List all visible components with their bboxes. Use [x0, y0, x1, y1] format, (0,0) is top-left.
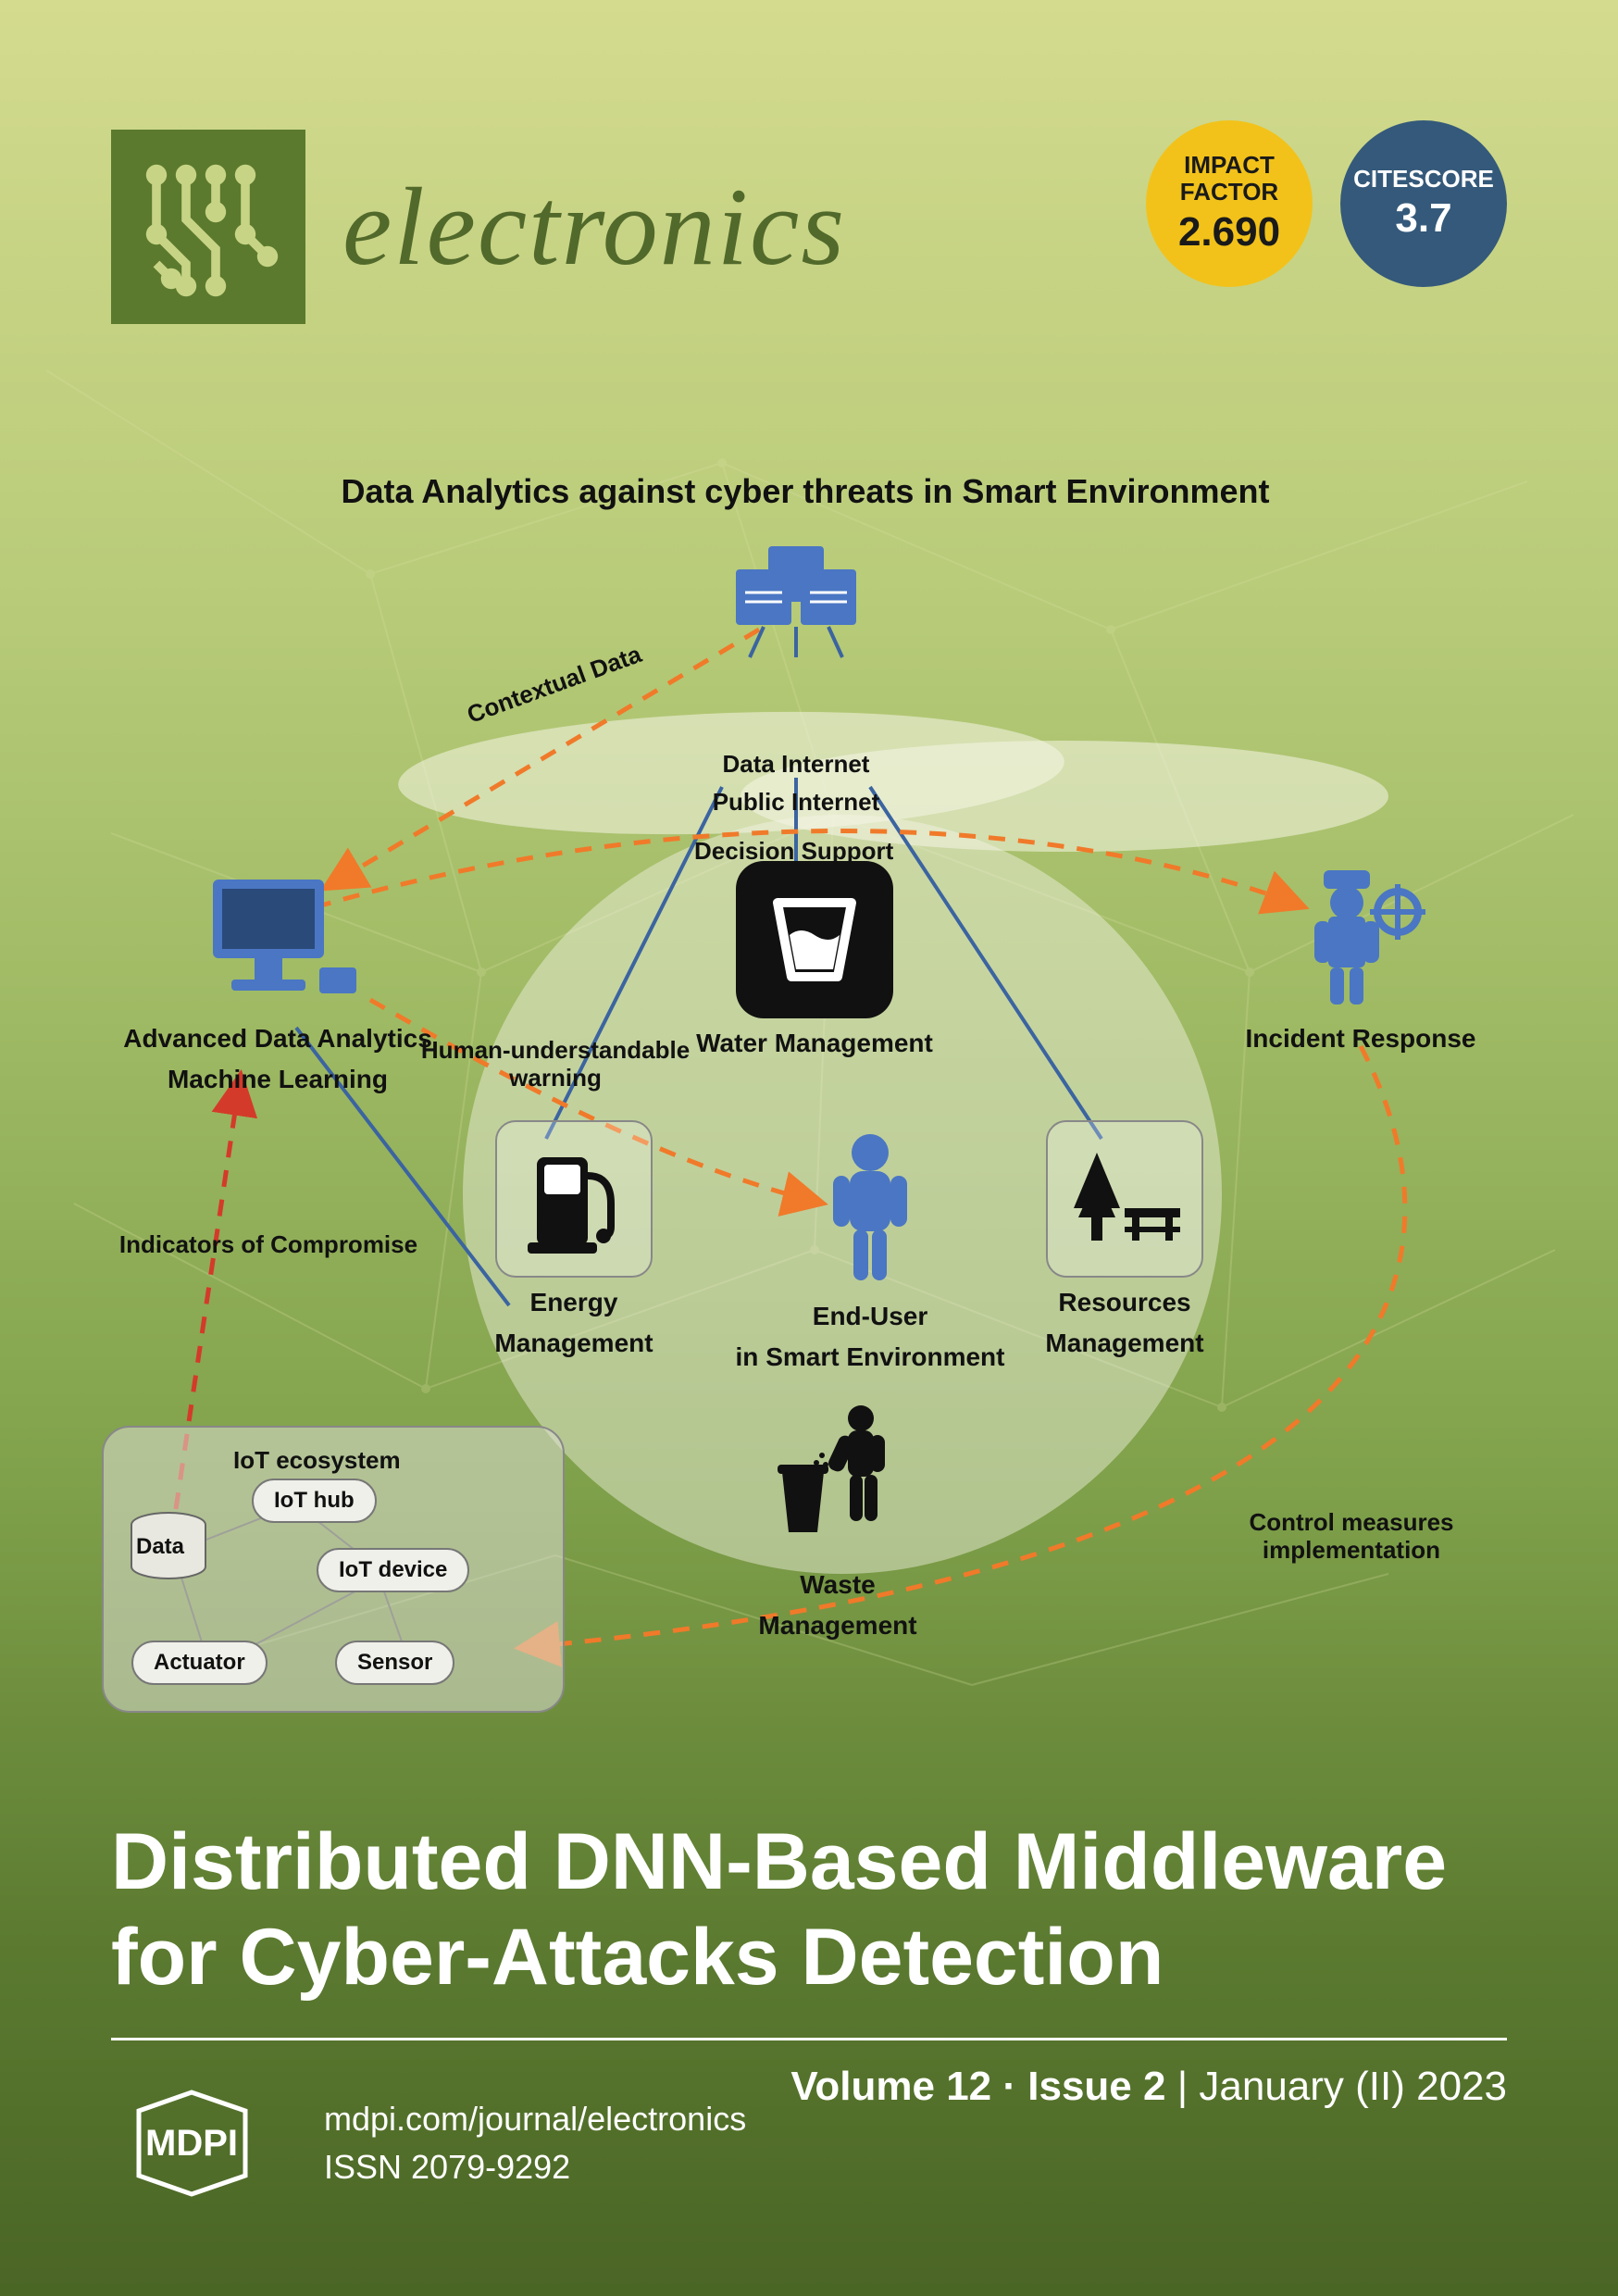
impact-label-2: FACTOR [1180, 179, 1278, 206]
edge-decision: Decision Support [694, 838, 893, 866]
incident-icon [1291, 861, 1430, 1009]
svg-text:MDPI: MDPI [145, 2123, 238, 2164]
incident-label: Incident Response [1231, 1023, 1490, 1054]
edge-human: Human-understandable warning [407, 1037, 703, 1092]
iot-ecosystem-box: IoT ecosystem Data IoT hub IoT device Ac… [102, 1426, 565, 1713]
waste-label-1: Waste [722, 1569, 953, 1601]
node-water: Water Management [685, 861, 944, 1059]
title-block: Distributed DNN-Based Middleware for Cyb… [111, 1815, 1507, 2110]
journal-name: electronics [342, 163, 846, 291]
footer: MDPI mdpi.com/journal/electronics ISSN 2… [111, 2083, 746, 2203]
cloud-labels: Data Internet Public Internet [629, 741, 963, 817]
impact-value: 2.690 [1178, 209, 1280, 256]
iot-title: IoT ecosystem [233, 1446, 535, 1475]
analytics-label-2: Machine Learning [111, 1064, 444, 1095]
user-label-2: in Smart Environment [731, 1341, 1009, 1373]
iot-sensor-node: Sensor [335, 1641, 454, 1685]
node-waste: Waste Management [722, 1398, 953, 1641]
edge-ioc: Indicators of Compromise [93, 1231, 444, 1259]
iot-actuator-node: Actuator [131, 1641, 268, 1685]
node-servers [703, 542, 889, 667]
footer-url: mdpi.com/journal/electronics [324, 2095, 746, 2143]
footer-text: mdpi.com/journal/electronics ISSN 2079-9… [324, 2095, 746, 2191]
node-energy: Energy Management [463, 1120, 685, 1358]
node-incident: Incident Response [1231, 861, 1490, 1054]
servers-icon [717, 542, 875, 662]
diagram-area: Data Analytics against cyber threats in … [111, 472, 1500, 1768]
citescore-badge: CITESCORE 3.7 [1340, 120, 1507, 287]
impact-label-1: IMPACT [1184, 152, 1275, 179]
data-label: Data [136, 1534, 184, 1560]
iot-device-node: IoT device [317, 1548, 469, 1592]
user-label-1: End-User [731, 1301, 1009, 1332]
diagram-title: Data Analytics against cyber threats in … [342, 472, 1270, 511]
water-icon [764, 884, 865, 995]
title-rule [111, 2038, 1507, 2040]
citescore-label: CITESCORE [1353, 166, 1494, 193]
fuel-pump-icon [518, 1139, 629, 1259]
waste-label-2: Management [722, 1610, 953, 1641]
edge-contextual: Contextual Data [464, 641, 645, 730]
citescore-value: 3.7 [1395, 195, 1451, 242]
article-title: Distributed DNN-Based Middleware for Cyb… [111, 1815, 1507, 2005]
node-resources: Resources Management [1009, 1120, 1240, 1358]
energy-label-2: Management [463, 1328, 685, 1359]
cloud-label-1: Data Internet [629, 750, 963, 779]
mdpi-logo: MDPI [111, 2083, 273, 2203]
circuit-icon [134, 153, 282, 301]
computer-icon [194, 870, 361, 1009]
park-icon [1060, 1139, 1189, 1259]
person-icon [815, 1129, 926, 1287]
analytics-label-1: Advanced Data Analytics [111, 1023, 444, 1054]
journal-logo-box [111, 130, 305, 324]
waste-icon [759, 1398, 916, 1555]
cloud-label-2: Public Internet [629, 788, 963, 817]
node-user: End-User in Smart Environment [731, 1129, 1009, 1372]
water-label: Water Management [685, 1028, 944, 1059]
iot-hub-node: IoT hub [252, 1479, 377, 1523]
impact-factor-badge: IMPACT FACTOR 2.690 [1146, 120, 1313, 287]
footer-issn: ISSN 2079-9292 [324, 2143, 746, 2191]
resources-label-1: Resources [1009, 1287, 1240, 1318]
edge-control: Control measures implementation [1222, 1509, 1481, 1565]
node-analytics: Advanced Data Analytics Machine Learning [111, 870, 444, 1094]
energy-label-1: Energy [463, 1287, 685, 1318]
resources-label-2: Management [1009, 1328, 1240, 1359]
